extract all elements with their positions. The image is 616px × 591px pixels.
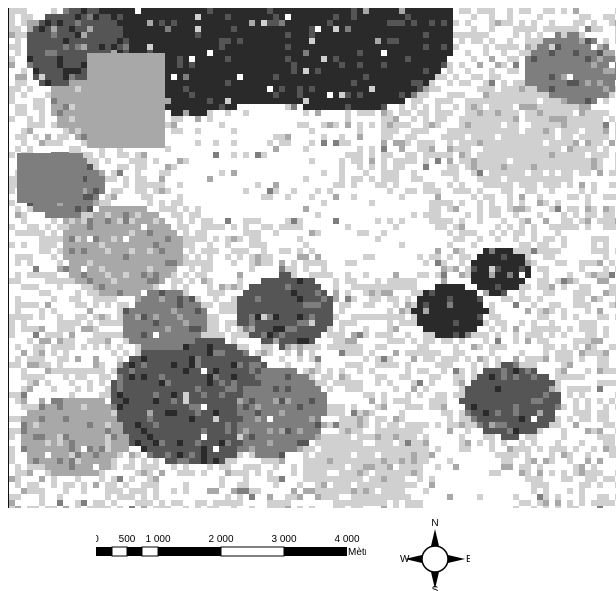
compass-label-n: N bbox=[431, 518, 438, 529]
scale-segment bbox=[127, 547, 142, 556]
scale-label-0: 0 bbox=[96, 534, 99, 545]
scale-bar-labels: 0 500 1 000 2 000 3 000 4 000 bbox=[96, 534, 360, 545]
scale-bar-segments bbox=[96, 546, 347, 557]
scale-segment bbox=[96, 547, 112, 556]
scale-label-500: 500 bbox=[119, 534, 136, 545]
north-arrow-icon: N E W S bbox=[400, 518, 470, 591]
scale-label-4000: 4 000 bbox=[334, 534, 359, 545]
scale-label-2000: 2 000 bbox=[208, 534, 233, 545]
compass-label-s: S bbox=[432, 585, 439, 591]
scale-unit-label: Mètres bbox=[348, 547, 366, 558]
compass-label-w: W bbox=[400, 554, 410, 565]
scale-label-1000: 1 000 bbox=[145, 534, 170, 545]
scale-segment bbox=[284, 547, 347, 556]
raster-canvas bbox=[9, 8, 616, 508]
classified-raster-map bbox=[8, 8, 616, 508]
scale-label-3000: 3 000 bbox=[271, 534, 296, 545]
compass-label-e: E bbox=[466, 554, 470, 565]
scale-segment bbox=[220, 546, 285, 557]
scale-segment bbox=[111, 546, 128, 557]
scale-segment bbox=[141, 546, 159, 557]
scale-bar: 0 500 1 000 2 000 3 000 4 000 Mètres bbox=[96, 534, 366, 558]
scale-segment bbox=[158, 547, 221, 556]
